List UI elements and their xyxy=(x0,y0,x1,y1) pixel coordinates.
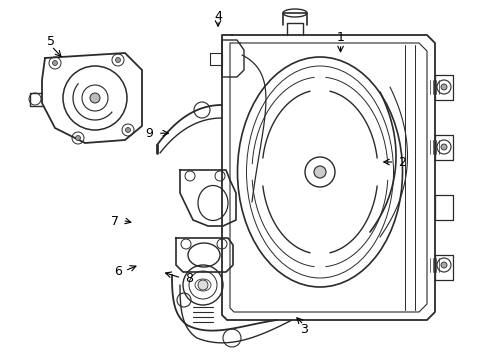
Text: 1: 1 xyxy=(337,31,344,44)
Circle shape xyxy=(90,93,100,103)
Text: 6: 6 xyxy=(114,265,122,278)
Circle shape xyxy=(116,58,121,63)
Circle shape xyxy=(52,60,57,66)
Text: 9: 9 xyxy=(146,127,153,140)
Circle shape xyxy=(75,135,80,140)
Circle shape xyxy=(198,280,208,290)
Text: 7: 7 xyxy=(111,215,119,228)
Text: 5: 5 xyxy=(48,35,55,48)
Text: 3: 3 xyxy=(300,323,308,336)
Text: 8: 8 xyxy=(185,273,193,285)
Text: 2: 2 xyxy=(398,156,406,168)
Circle shape xyxy=(441,84,447,90)
Circle shape xyxy=(125,127,130,132)
Circle shape xyxy=(314,166,326,178)
Circle shape xyxy=(441,144,447,150)
Text: 4: 4 xyxy=(214,10,222,23)
Circle shape xyxy=(441,262,447,268)
